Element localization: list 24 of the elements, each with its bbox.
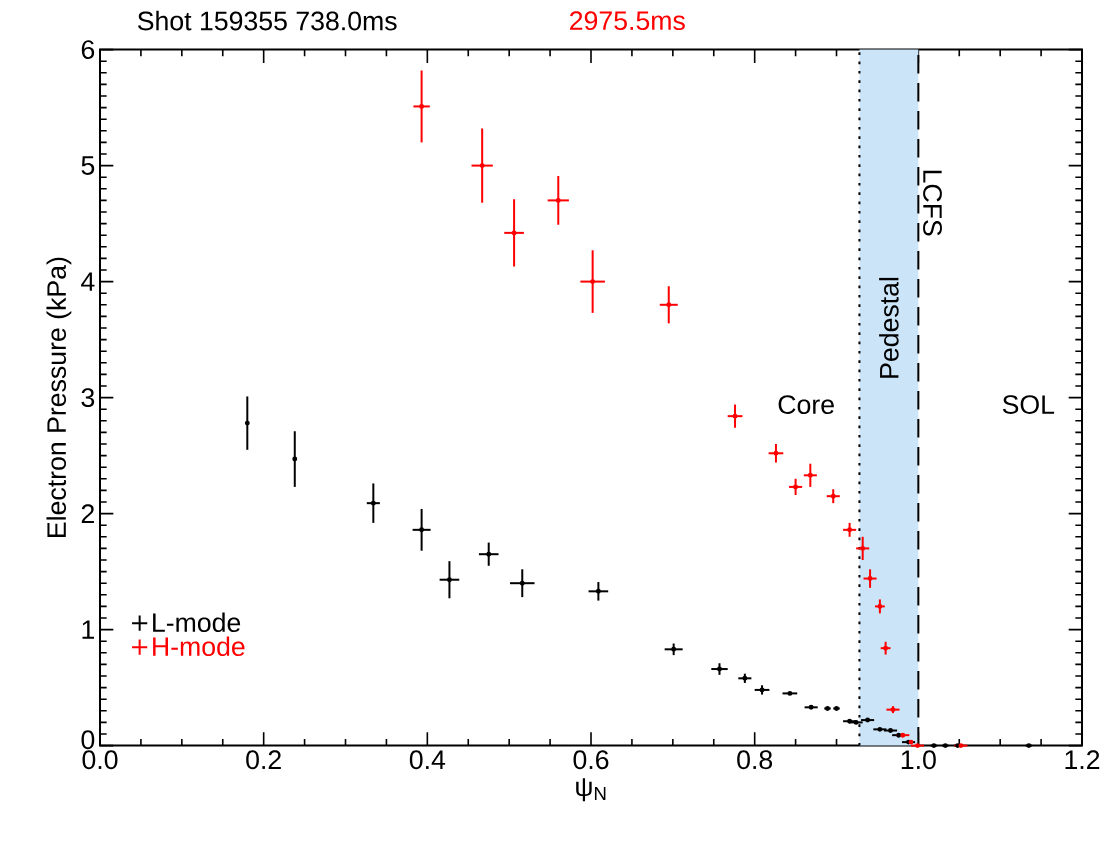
y-tick-label: 0 [81, 730, 95, 750]
x-tick-label: 1.2 [1065, 750, 1100, 769]
y-tick-label: 6 [81, 40, 95, 60]
x-tick-label: 0.0 [82, 750, 118, 770]
legend-label: L-mode [153, 612, 241, 633]
ref-line-label: LCFS [923, 170, 942, 236]
x-tick-label: 0.6 [573, 750, 609, 770]
y-tick-label: 2 [81, 504, 94, 523]
y-tick-label: 3 [81, 388, 95, 408]
annotation: SOL [1002, 395, 1055, 414]
x-axis-title: ψ$_{N}$ [576, 778, 606, 802]
chart-subtitle: 2975.5ms [570, 11, 685, 31]
y-tick-label: 4 [81, 272, 95, 291]
y-tick-label: 1 [82, 620, 94, 639]
chart-title: Shot 159355 738.0ms [137, 10, 397, 31]
x-tick-label: 0.8 [737, 750, 773, 770]
legend-label: H-mode [153, 636, 245, 657]
band-label: Pedestal [879, 277, 899, 378]
x-tick-label: 1.0 [901, 750, 936, 770]
x-tick-label: 0.4 [409, 750, 446, 770]
y-tick-label: 5 [81, 156, 95, 175]
y-axis-title: Electron Pressure (kPa) [46, 257, 72, 537]
x-tick-label: 0.2 [246, 750, 281, 770]
annotation: Core [778, 395, 834, 414]
